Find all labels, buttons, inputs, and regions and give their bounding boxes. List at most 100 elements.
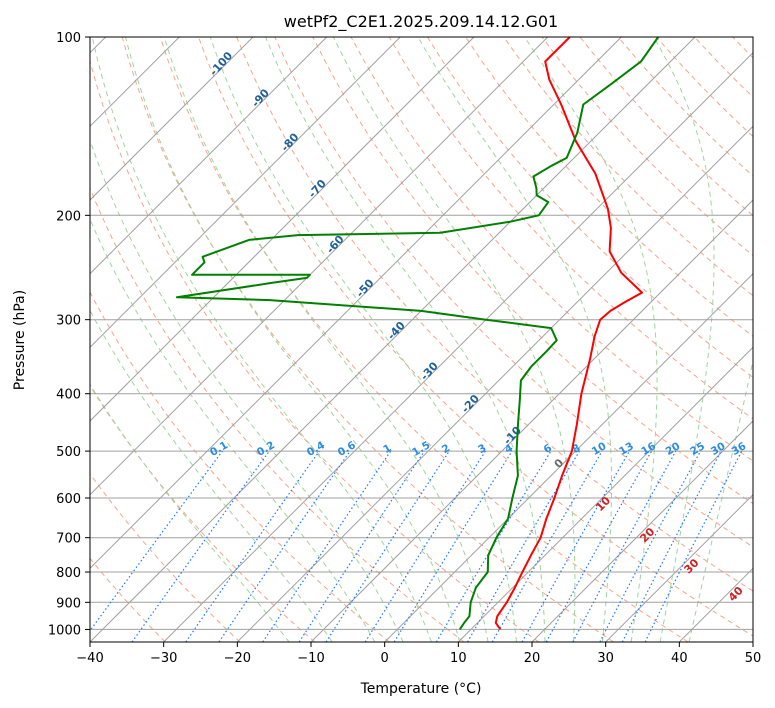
- plot-frame: [89, 36, 754, 643]
- y-tick-label: 400: [56, 388, 81, 403]
- moist-adiabat-line: [125, 37, 461, 642]
- moist-adiabat-line: [90, 309, 333, 642]
- mixing-ratio-line: [218, 450, 351, 642]
- isotherm-line: [90, 37, 328, 275]
- mixing-ratio-label: 36: [730, 440, 749, 458]
- isotherm-line: [163, 51, 753, 642]
- moist-adiabat-line: [163, 37, 489, 642]
- dry-adiabat-line: [771, 37, 775, 642]
- mixing-ratio-line: [545, 450, 653, 642]
- dry-adiabat-label: -60: [324, 232, 347, 256]
- x-tick-label: 50: [745, 651, 762, 666]
- temperature-profile-line: [494, 37, 643, 630]
- dry-adiabat-line: [90, 557, 166, 642]
- moist-adiabat-label: 40: [726, 584, 746, 604]
- x-tick-label: 0: [381, 651, 389, 666]
- x-tick-label: 40: [671, 651, 688, 666]
- dry-adiabat-line: [121, 37, 614, 642]
- dry-adiabat-line: [350, 37, 753, 462]
- mixing-ratio-line: [325, 450, 450, 642]
- y-tick-label: 800: [56, 566, 81, 581]
- mixing-ratio-label: 1.5: [410, 439, 432, 459]
- dry-adiabat-line: [388, 37, 753, 420]
- dry-adiabat-label: -30: [418, 359, 441, 383]
- dry-adiabat-label: -50: [354, 276, 377, 300]
- x-axis-label: Temperature (°C): [360, 681, 482, 697]
- moist-adiabat-label: 20: [637, 525, 657, 545]
- mixing-ratio-line: [435, 450, 552, 642]
- axes: −40 −30 −20 −10 0 10 20 30 40 5010020030040050060…: [48, 31, 761, 666]
- dry-adiabat-line: [90, 186, 465, 642]
- mixing-ratio-line: [262, 450, 392, 642]
- isotherm-line: [457, 346, 753, 642]
- moist-adiabat-line: [90, 383, 290, 642]
- mixing-ratio-label: 3: [476, 442, 488, 456]
- mixing-ratio-label: 30: [709, 440, 728, 458]
- mixing-ratio-line: [393, 450, 513, 642]
- dry-adiabat-line: [274, 37, 753, 548]
- dry-adiabat-label: -80: [279, 130, 302, 154]
- moist-adiabat-line: [653, 37, 715, 642]
- mixing-ratio-label: 2: [440, 442, 452, 456]
- moist-adiabat-label: 30: [682, 556, 702, 576]
- chart-title: wetPf2_C2E1.2025.209.14.12.G01: [284, 12, 558, 32]
- moist-adiabat-line: [209, 37, 517, 642]
- dry-adiabat-line: [465, 37, 753, 338]
- y-tick-label: 600: [56, 492, 81, 507]
- y-tick-label: 200: [56, 209, 81, 224]
- mixing-ratio-line: [621, 450, 722, 642]
- mixing-ratio-label: 0.1: [208, 439, 230, 459]
- y-tick-label: 1000: [48, 623, 81, 638]
- dry-adiabat-label: -90: [249, 86, 272, 110]
- isotherm-line: [678, 567, 753, 642]
- dry-adiabat-line: [312, 37, 753, 505]
- dry-adiabat-line: [90, 59, 540, 642]
- isotherm-line: [90, 37, 622, 570]
- y-axis-label: Pressure (hPa): [12, 290, 28, 390]
- mixing-ratio-line: [131, 450, 270, 642]
- dry-adiabat-label: -20: [459, 392, 482, 416]
- mixing-ratio-line: [644, 450, 743, 642]
- plot-area: -100-90-80-70-60-50-40-30-20-100.1 0.2 0.4…: [90, 37, 775, 642]
- mixing-ratio-label: 20: [664, 440, 683, 458]
- x-tick-label: 20: [524, 651, 541, 666]
- mixing-ratio-label: 25: [688, 440, 707, 458]
- isotherm-line: [90, 37, 475, 422]
- moist-adiabat-line: [90, 138, 404, 642]
- x-tick-label: −10: [297, 651, 324, 666]
- dry-adiabat-line: [90, 291, 390, 642]
- dry-adiabat-line: [159, 37, 689, 642]
- isotherm-line: [752, 641, 753, 642]
- moist-adiabat-line: [524, 37, 658, 642]
- y-tick-label: 300: [56, 314, 81, 329]
- isotherm-line: [90, 37, 696, 642]
- moist-adiabat-line: [90, 217, 376, 642]
- x-tick-label: −20: [224, 651, 251, 666]
- dewpoint-profile-line: [175, 37, 660, 630]
- mixing-ratio-line: [90, 450, 223, 632]
- mixing-ratio-line: [572, 450, 677, 642]
- isotherm-line: [605, 493, 753, 642]
- moist-adiabat-label: 10: [593, 494, 613, 514]
- isotherm-line: [90, 37, 549, 496]
- y-tick-label: 500: [56, 445, 81, 460]
- isotherm-line: [236, 125, 753, 642]
- dry-adiabat-label: -40: [385, 319, 408, 343]
- mixing-ratio-line: [599, 450, 702, 642]
- mixing-ratio-label: 6: [542, 442, 554, 456]
- y-tick-label: 700: [56, 532, 81, 547]
- dry-adiabat-line: [541, 37, 753, 257]
- mixing-ratio-label: 0.2: [255, 439, 277, 459]
- mixing-ratio-line: [521, 450, 631, 642]
- x-tick-label: 30: [597, 651, 614, 666]
- dry-adiabat-line: [732, 37, 753, 59]
- dry-adiabat-line: [90, 384, 316, 642]
- x-tick-label: 10: [450, 651, 467, 666]
- mixing-ratio-label: 1: [381, 442, 393, 456]
- isotherm-line: [384, 272, 753, 642]
- y-tick-label: 900: [56, 596, 81, 611]
- dry-adiabat-line: [656, 37, 753, 138]
- isotherm-line: [90, 37, 401, 349]
- dry-adiabat-line: [426, 37, 753, 378]
